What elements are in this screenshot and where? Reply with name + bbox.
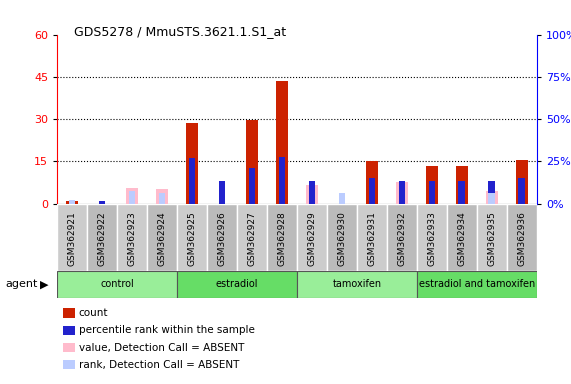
Bar xyxy=(426,166,438,204)
Text: value, Detection Call = ABSENT: value, Detection Call = ABSENT xyxy=(79,343,244,353)
Bar xyxy=(396,182,408,204)
Text: percentile rank within the sample: percentile rank within the sample xyxy=(79,325,255,335)
Bar xyxy=(126,188,138,204)
Bar xyxy=(66,201,78,204)
Text: count: count xyxy=(79,308,108,318)
FancyBboxPatch shape xyxy=(57,271,177,298)
Bar xyxy=(488,194,495,204)
Bar xyxy=(518,179,525,204)
FancyBboxPatch shape xyxy=(57,204,87,271)
FancyBboxPatch shape xyxy=(207,204,237,271)
FancyBboxPatch shape xyxy=(357,204,387,271)
FancyBboxPatch shape xyxy=(267,204,297,271)
Text: GSM362931: GSM362931 xyxy=(367,212,376,266)
Text: GSM362930: GSM362930 xyxy=(337,212,347,266)
FancyBboxPatch shape xyxy=(417,271,537,298)
FancyBboxPatch shape xyxy=(417,204,447,271)
Text: GSM362929: GSM362929 xyxy=(307,212,316,266)
FancyBboxPatch shape xyxy=(387,204,417,271)
Text: GSM362932: GSM362932 xyxy=(397,212,407,266)
FancyBboxPatch shape xyxy=(177,204,207,271)
Text: control: control xyxy=(100,279,134,289)
Bar xyxy=(128,191,135,204)
Bar xyxy=(188,158,195,204)
FancyBboxPatch shape xyxy=(477,204,507,271)
Text: GSM362927: GSM362927 xyxy=(247,212,256,266)
Text: GSM362928: GSM362928 xyxy=(278,212,287,266)
FancyBboxPatch shape xyxy=(297,204,327,271)
Bar xyxy=(159,192,166,204)
FancyBboxPatch shape xyxy=(507,204,537,271)
Text: GSM362922: GSM362922 xyxy=(98,212,107,266)
Bar xyxy=(306,185,318,204)
FancyBboxPatch shape xyxy=(147,204,177,271)
Text: GSM362921: GSM362921 xyxy=(67,212,77,266)
Bar xyxy=(368,179,375,204)
Text: GDS5278 / MmuSTS.3621.1.S1_at: GDS5278 / MmuSTS.3621.1.S1_at xyxy=(74,25,286,38)
Bar xyxy=(219,181,226,204)
FancyBboxPatch shape xyxy=(177,271,297,298)
Text: estradiol and tamoxifen: estradiol and tamoxifen xyxy=(419,279,535,289)
Bar xyxy=(246,121,258,204)
Bar xyxy=(99,201,106,204)
Text: GSM362923: GSM362923 xyxy=(127,212,136,266)
Bar xyxy=(339,192,345,204)
Text: ▶: ▶ xyxy=(40,279,49,289)
Bar xyxy=(279,157,286,204)
Bar xyxy=(486,191,498,204)
Bar xyxy=(186,123,198,204)
Bar xyxy=(428,181,435,204)
Bar xyxy=(399,181,405,204)
Bar xyxy=(69,200,75,204)
FancyBboxPatch shape xyxy=(297,271,417,298)
Bar xyxy=(516,160,528,204)
Text: GSM362926: GSM362926 xyxy=(218,212,227,266)
Bar xyxy=(308,181,315,204)
Text: GSM362924: GSM362924 xyxy=(158,212,167,266)
Text: GSM362925: GSM362925 xyxy=(187,212,196,266)
Text: GSM362935: GSM362935 xyxy=(487,212,496,266)
Text: estradiol: estradiol xyxy=(216,279,258,289)
Bar xyxy=(488,181,495,204)
FancyBboxPatch shape xyxy=(237,204,267,271)
Bar xyxy=(366,161,378,204)
Text: tamoxifen: tamoxifen xyxy=(332,279,381,289)
Text: GSM362936: GSM362936 xyxy=(517,212,526,266)
FancyBboxPatch shape xyxy=(327,204,357,271)
Text: rank, Detection Call = ABSENT: rank, Detection Call = ABSENT xyxy=(79,360,239,370)
Bar xyxy=(156,189,168,204)
Text: GSM362933: GSM362933 xyxy=(427,212,436,266)
Text: agent: agent xyxy=(6,279,38,289)
Bar xyxy=(248,168,255,204)
FancyBboxPatch shape xyxy=(447,204,477,271)
FancyBboxPatch shape xyxy=(117,204,147,271)
Bar xyxy=(459,181,465,204)
Text: GSM362934: GSM362934 xyxy=(457,212,467,266)
Bar xyxy=(456,166,468,204)
FancyBboxPatch shape xyxy=(87,204,117,271)
Bar xyxy=(276,81,288,204)
